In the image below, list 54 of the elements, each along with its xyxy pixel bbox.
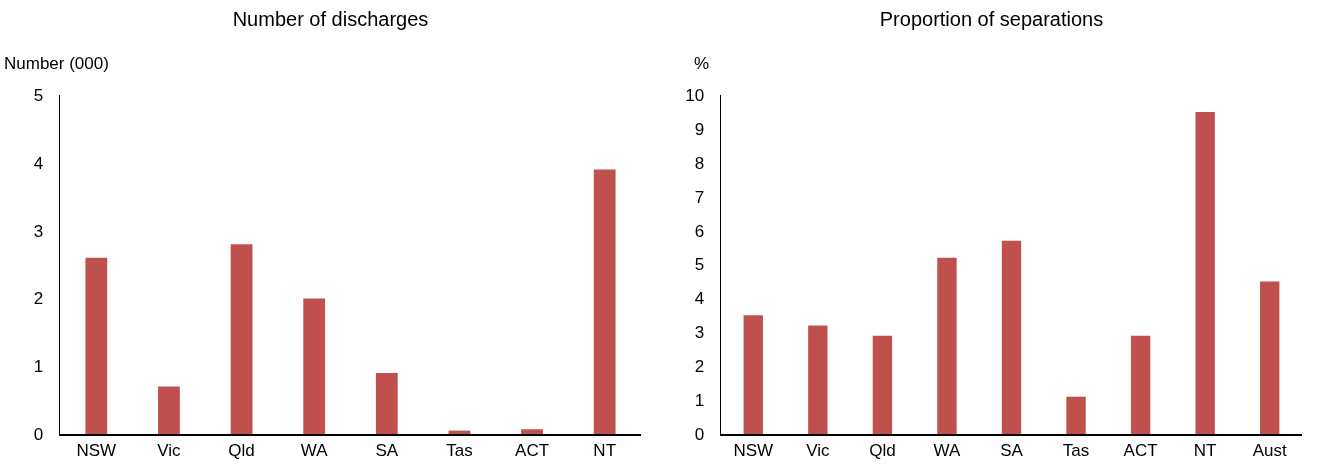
y-tick-label: 0 — [694, 424, 705, 444]
y-tick-label: 2 — [33, 289, 44, 309]
bar — [85, 257, 108, 434]
y-tick-label: 6 — [694, 221, 705, 241]
x-tick-label: WA — [933, 440, 961, 460]
bar — [1001, 240, 1022, 434]
y-tick-label: 10 — [685, 85, 705, 105]
bar — [808, 325, 828, 434]
bar — [743, 315, 763, 434]
y-tick-label: 7 — [694, 187, 705, 207]
x-tick-label: SA — [375, 440, 399, 460]
chart-title: Number of discharges — [232, 7, 429, 30]
bar — [158, 386, 180, 434]
y-tick-label: 3 — [33, 221, 44, 241]
bar — [375, 372, 398, 434]
bar — [872, 335, 893, 434]
x-tick-label: NT — [1193, 440, 1217, 460]
x-tick-label: Qld — [228, 440, 255, 460]
bar — [230, 244, 253, 434]
x-tick-label: Tas — [446, 440, 473, 460]
y-axis-title: % — [694, 54, 710, 73]
y-tick-label: 0 — [33, 424, 44, 444]
x-tick-label: Vic — [157, 440, 182, 460]
y-tick-label: 9 — [694, 119, 705, 139]
y-tick-label: 8 — [694, 153, 705, 173]
y-tick-label: 5 — [694, 255, 705, 275]
y-tick-label: 1 — [33, 357, 44, 377]
y-tick-label: 4 — [33, 153, 44, 173]
bar — [1195, 111, 1215, 434]
x-tick-label: Aust — [1252, 440, 1287, 460]
y-tick-label: 1 — [694, 391, 705, 411]
bar — [593, 169, 616, 434]
x-tick-label: Qld — [869, 440, 896, 460]
bar — [1066, 396, 1086, 434]
x-tick-label: NSW — [76, 440, 117, 460]
x-tick-label: NSW — [733, 440, 774, 460]
bar — [303, 298, 326, 434]
y-tick-label: 2 — [694, 357, 705, 377]
bar — [521, 429, 543, 434]
x-tick-label: Vic — [806, 440, 830, 460]
chart-title: Proportion of separations — [879, 7, 1104, 30]
bar — [937, 257, 957, 434]
x-tick-label: NT — [593, 440, 617, 460]
y-axis-title: Number (000) — [4, 54, 109, 73]
y-tick-label: 3 — [694, 323, 705, 343]
x-tick-label: SA — [1000, 440, 1024, 460]
x-tick-label: ACT — [1123, 440, 1158, 460]
x-tick-label: WA — [300, 440, 329, 460]
x-tick-label: ACT — [515, 440, 550, 460]
bar — [1130, 335, 1151, 434]
y-tick-label: 5 — [33, 85, 44, 105]
bar — [1260, 281, 1280, 434]
y-tick-label: 4 — [694, 289, 705, 309]
x-tick-label: Tas — [1062, 440, 1090, 460]
